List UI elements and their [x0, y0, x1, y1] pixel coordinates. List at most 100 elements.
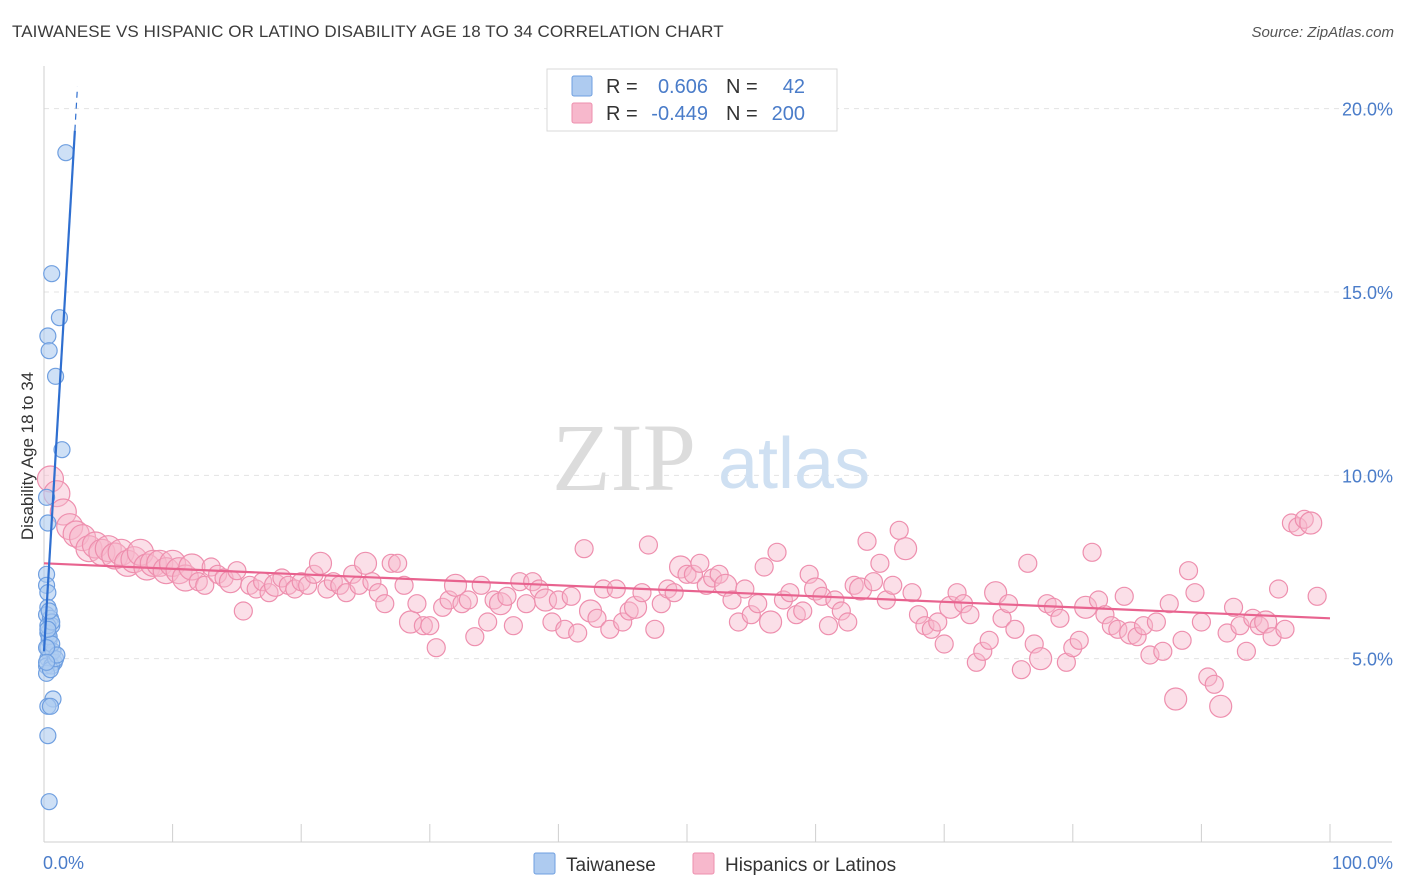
point-hispanics-136: [915, 616, 935, 636]
point-hispanics-166: [1108, 619, 1128, 639]
point-hispanics-42: [308, 551, 333, 575]
point-taiwanese-1: [43, 265, 61, 283]
point-taiwanese-28: [39, 727, 57, 745]
point-hispanics-57: [407, 594, 427, 614]
point-hispanics-24: [195, 575, 215, 595]
point-hispanics-16: [139, 549, 167, 577]
y-axis-label: Disability Age 18 to 34: [18, 372, 37, 540]
point-hispanics-151: [1011, 660, 1031, 680]
point-hispanics-196: [1299, 511, 1323, 535]
bottom-legend-swatch-taiwanese: [533, 852, 556, 875]
point-taiwanese-27: [41, 697, 60, 715]
point-hispanics-62: [439, 590, 459, 610]
point-hispanics-110: [748, 594, 768, 614]
point-hispanics-193: [1281, 513, 1302, 533]
point-hispanics-153: [1024, 634, 1044, 654]
point-hispanics-157: [1050, 608, 1070, 628]
point-hispanics-22: [178, 553, 206, 581]
point-hispanics-71: [497, 586, 517, 606]
point-hispanics-51: [368, 583, 388, 603]
point-hispanics-68: [478, 612, 498, 632]
legend-r-value-taiwanese: 0.606: [658, 76, 708, 98]
point-hispanics-132: [889, 520, 909, 540]
point-hispanics-109: [741, 605, 761, 625]
point-hispanics-155: [1037, 594, 1057, 614]
point-hispanics-115: [780, 583, 800, 603]
point-hispanics-128: [863, 572, 884, 592]
point-hispanics-80: [555, 619, 575, 639]
point-taiwanese-6: [53, 441, 71, 459]
point-hispanics-146: [979, 630, 999, 650]
point-hispanics-99: [677, 564, 697, 584]
trend-line-taiwanese-extension: [74, 86, 79, 131]
point-hispanics-150: [1005, 619, 1025, 639]
point-hispanics-164: [1095, 605, 1115, 625]
point-hispanics-92: [632, 583, 652, 603]
point-hispanics-167: [1114, 586, 1134, 606]
point-hispanics-38: [285, 579, 305, 599]
point-hispanics-101: [690, 553, 710, 573]
watermark: ZIP atlas: [552, 404, 870, 511]
point-hispanics-152: [1018, 553, 1038, 573]
point-hispanics-179: [1191, 612, 1212, 632]
point-hispanics-154: [1029, 647, 1053, 671]
trend-line-taiwanese: [42, 130, 76, 652]
point-hispanics-106: [722, 590, 742, 610]
point-hispanics-178: [1185, 583, 1205, 603]
point-hispanics-124: [838, 612, 858, 632]
point-hispanics-89: [613, 612, 633, 632]
point-hispanics-94: [645, 619, 665, 639]
point-hispanics-97: [664, 583, 684, 603]
point-hispanics-176: [1172, 630, 1192, 650]
point-taiwanese-39: [40, 602, 58, 620]
point-hispanics-64: [452, 594, 472, 614]
point-taiwanese-29: [40, 793, 58, 811]
point-taiwanese-7: [37, 488, 56, 506]
point-hispanics-75: [523, 572, 543, 592]
point-hispanics-116: [786, 605, 806, 625]
point-hispanics-175: [1164, 687, 1188, 711]
point-hispanics-186: [1236, 641, 1257, 661]
point-hispanics-143: [960, 605, 980, 625]
bottom-legend-label-hispanics: Hispanics or Latinos: [725, 855, 896, 876]
legend-swatch-hispanics: [571, 102, 593, 124]
point-hispanics-83: [574, 539, 594, 559]
point-hispanics-191: [1268, 579, 1289, 599]
point-hispanics-72: [503, 616, 523, 636]
tick-labels: 5.0% 10.0% 15.0% 20.0% 0.0% 100.0%: [43, 100, 1393, 873]
point-hispanics-160: [1069, 630, 1089, 650]
y-tick-label-3: 20.0%: [1342, 100, 1393, 120]
point-taiwanese-8: [39, 514, 57, 532]
x-tick-label-1: 100.0%: [1332, 853, 1393, 873]
point-hispanics-79: [548, 590, 569, 610]
point-hispanics-131: [883, 575, 903, 595]
point-hispanics-169: [1127, 627, 1147, 647]
point-hispanics-2: [49, 498, 77, 526]
point-hispanics-173: [1153, 641, 1173, 661]
point-hispanics-145: [973, 641, 993, 661]
point-hispanics-171: [1140, 645, 1160, 665]
point-hispanics-117: [793, 601, 813, 621]
series-hispanics-points: [36, 465, 1327, 718]
point-hispanics-159: [1063, 638, 1083, 658]
trend-line-hispanics: [43, 562, 1331, 620]
point-hispanics-121: [818, 616, 839, 636]
point-taiwanese-37: [37, 639, 56, 657]
point-hispanics-67: [471, 575, 491, 595]
series-legend: Taiwanese Hispanics or Latinos: [533, 852, 896, 876]
point-taiwanese-0: [57, 144, 75, 162]
point-hispanics-123: [831, 601, 851, 621]
point-hispanics-81: [561, 586, 581, 606]
bottom-legend-label-taiwanese: Taiwanese: [566, 855, 656, 876]
point-taiwanese-3: [39, 327, 57, 345]
point-hispanics-30: [233, 601, 253, 621]
point-hispanics-177: [1178, 561, 1199, 581]
point-hispanics-165: [1101, 616, 1121, 636]
point-hispanics-54: [388, 553, 408, 573]
point-hispanics-108: [735, 579, 755, 599]
y-tick-label-0: 5.0%: [1352, 650, 1393, 670]
point-hispanics-180: [1198, 667, 1218, 687]
legend-n-value-taiwanese: 42: [783, 76, 805, 98]
point-hispanics-137: [921, 619, 941, 639]
point-hispanics-44: [323, 572, 343, 592]
